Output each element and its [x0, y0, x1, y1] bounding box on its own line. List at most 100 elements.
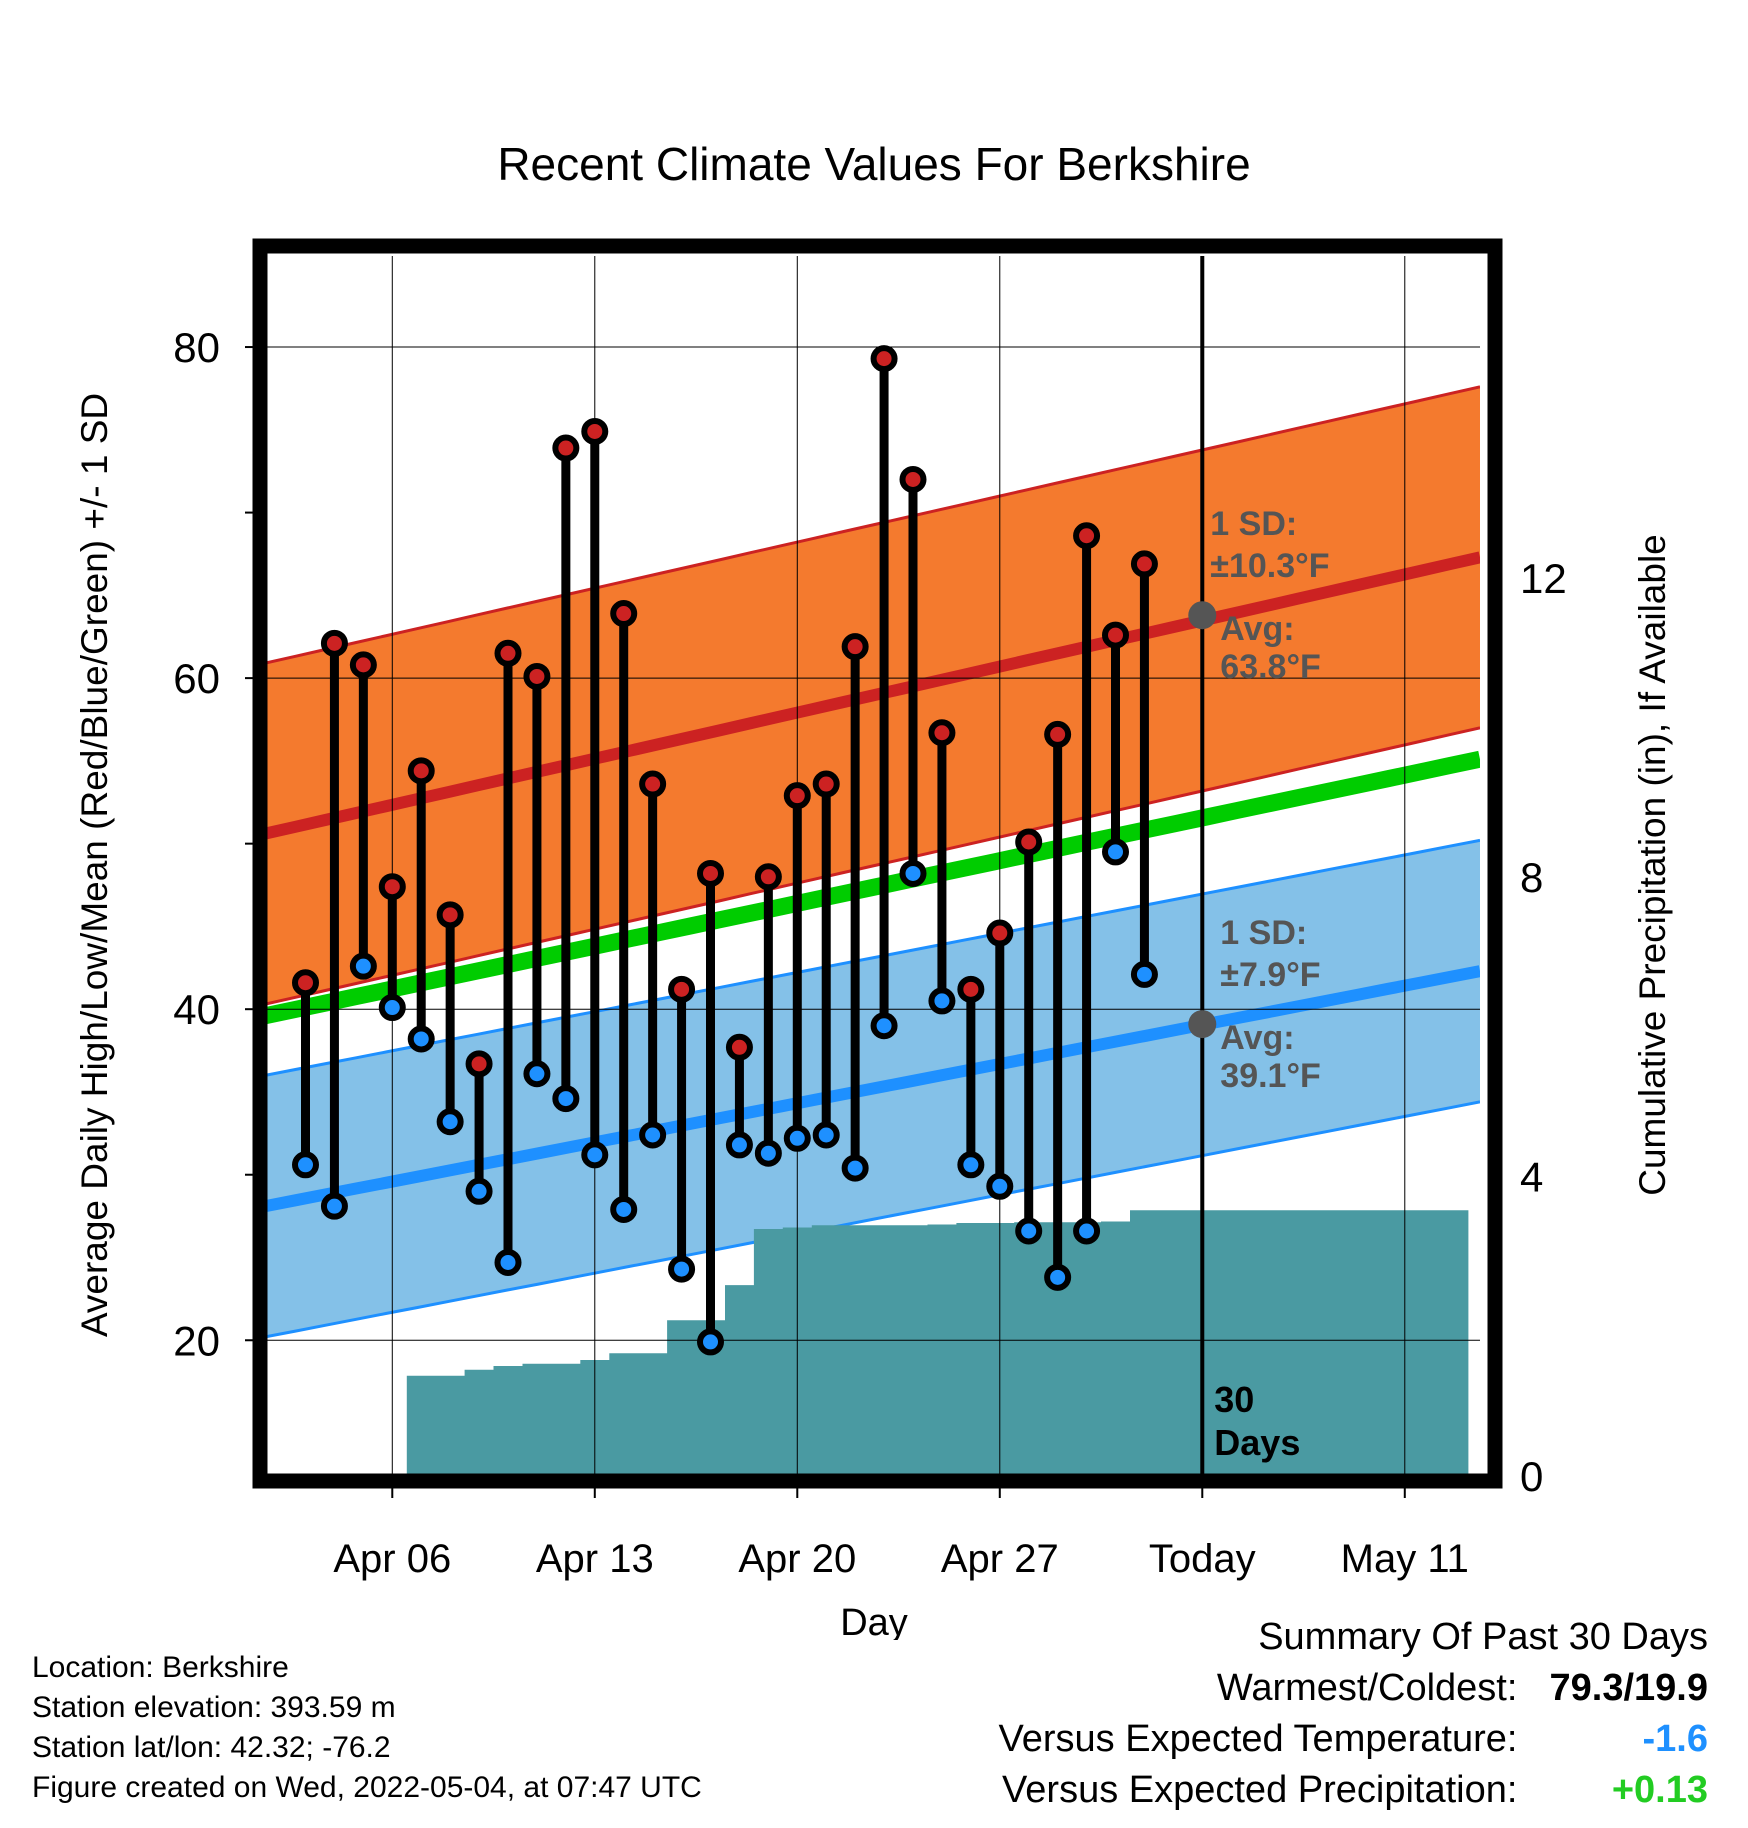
low-avg-label: Avg:: [1220, 1019, 1294, 1057]
y-tick-label: 60: [173, 655, 220, 702]
daily-high-point: [552, 434, 580, 462]
summary-temperature: Versus Expected Temperature: -1.6: [999, 1714, 1708, 1765]
daily-high-point: [870, 345, 898, 373]
y2-tick-label: 8: [1520, 854, 1543, 901]
daily-high-point: [610, 600, 638, 628]
daily-high-point: [812, 770, 840, 798]
daily-low-point: [697, 1328, 724, 1356]
daily-low-point: [783, 1124, 811, 1152]
daily-high-point: [986, 919, 1014, 947]
window-unit-label: Days: [1214, 1422, 1300, 1463]
high-avg-label: Avg:: [1220, 610, 1294, 648]
high-band-upper-edge: [265, 385, 1480, 665]
daily-high-point: [349, 651, 377, 679]
plot-frame: [252, 238, 1503, 1489]
created-text: Figure created on Wed, 2022-05-04, at 07…: [32, 1771, 702, 1804]
y-axis-label: Average Daily High/Low/Mean (Red/Blue/Gr…: [74, 393, 115, 1337]
low-sd-label: 1 SD:: [1220, 914, 1307, 952]
daily-high-point: [841, 633, 869, 661]
y2-axis-label: Cumulative Precipitation (in), If Availa…: [1632, 534, 1673, 1196]
y2-tick-label: 0: [1520, 1453, 1543, 1500]
elevation-text: Station elevation: 393.59 m: [32, 1691, 396, 1724]
daily-low-point: [1102, 838, 1129, 866]
y-tick-label: 20: [173, 1317, 220, 1364]
daily-low-point: [1073, 1217, 1101, 1245]
daily-low-point: [1044, 1263, 1072, 1291]
daily-high-point: [378, 873, 406, 901]
today-avg-high-marker: [1188, 601, 1217, 630]
normal-high-line: [265, 551, 1480, 840]
x-axis-label: Day: [840, 1602, 908, 1640]
chart-title: Recent Climate Values For Berkshire: [497, 138, 1250, 190]
summary-panel: Summary Of Past 30 Days Warmest/Coldest:…: [999, 1612, 1708, 1816]
daily-low-point: [292, 1151, 319, 1179]
daily-low-point: [754, 1139, 782, 1167]
daily-low-point: [465, 1177, 493, 1205]
daily-high-point: [754, 863, 782, 891]
daily-high-point: [928, 719, 956, 747]
x-tick-label: Today: [1149, 1537, 1256, 1581]
daily-high-point: [1044, 720, 1072, 748]
daily-low-point: [523, 1060, 551, 1088]
daily-high-point: [494, 639, 522, 667]
x-tick-label: Apr 20: [738, 1537, 856, 1581]
daily-high-point: [1130, 550, 1158, 578]
precip-departure-value: +0.13: [1611, 1769, 1708, 1811]
daily-high-point: [1015, 828, 1043, 856]
warm-cold-label: Warmest/Coldest:: [1216, 1667, 1518, 1709]
daily-high-point: [465, 1050, 493, 1078]
daily-low-point: [1130, 960, 1158, 988]
summary-warm-cold: Warmest/Coldest: 79.3/19.9: [999, 1663, 1708, 1714]
precip-departure-label: Versus Expected Precipitation:: [1002, 1769, 1518, 1811]
y2-tick-label: 4: [1520, 1154, 1543, 1201]
daily-low-point: [725, 1131, 753, 1159]
daily-low-point: [870, 1012, 898, 1040]
daily-high-point: [407, 757, 435, 785]
daily-high-point: [899, 465, 927, 493]
normal-low-line: [265, 965, 1480, 1213]
daily-low-point: [610, 1195, 638, 1223]
x-tick-label: Apr 27: [941, 1537, 1059, 1581]
high-sd-value: ±10.3°F: [1210, 547, 1329, 585]
climate-chart: Recent Climate Values For Berkshire 2040…: [74, 138, 1673, 1640]
location-text: Location: Berkshire: [32, 1651, 289, 1684]
latlon-text: Station lat/lon: 42.32; -76.2: [32, 1731, 391, 1764]
low-avg-value: 39.1°F: [1220, 1057, 1321, 1095]
low-band-lower-edge: [265, 1100, 1480, 1339]
daily-high-point: [1073, 522, 1101, 550]
precipitation-area: [320, 1210, 1469, 1476]
daily-low-point: [928, 987, 956, 1015]
today-avg-low-marker: [1188, 1010, 1217, 1039]
temp-departure-label: Versus Expected Temperature:: [998, 1718, 1518, 1760]
temp-departure-value: -1.6: [1642, 1718, 1708, 1760]
x-tick-label: Apr 06: [333, 1537, 451, 1581]
daily-low-point: [581, 1141, 609, 1169]
low-band-upper-edge: [265, 838, 1480, 1077]
daily-high-point: [320, 629, 348, 657]
y-tick-label: 80: [173, 324, 220, 371]
daily-low-point: [552, 1085, 580, 1113]
high-avg-value: 63.8°F: [1220, 648, 1321, 686]
daily-high-point: [668, 975, 696, 1003]
daily-high-point: [523, 662, 551, 690]
low-sd-value: ±7.9°F: [1220, 956, 1320, 994]
window-count-label: 30: [1214, 1379, 1254, 1420]
daily-low-point: [841, 1154, 869, 1182]
daily-high-point: [436, 901, 464, 929]
daily-low-point: [407, 1025, 435, 1053]
daily-high-point: [639, 770, 667, 798]
daily-high-point: [292, 969, 319, 997]
daily-low-point: [668, 1255, 696, 1283]
axes: 20 40 60 80 0 4 8 12 Apr 06 Apr 13 Apr 20 Apr 27 Tod…: [173, 238, 1567, 1581]
y-tick-label: 40: [173, 986, 220, 1033]
daily-high-point: [725, 1033, 753, 1061]
daily-low-point: [320, 1192, 348, 1220]
warm-cold-value: 79.3/19.9: [1549, 1667, 1708, 1709]
daily-low-point: [436, 1108, 464, 1136]
daily-high-point: [1102, 621, 1129, 649]
daily-high-point: [581, 417, 609, 445]
daily-low-point: [349, 952, 377, 980]
daily-low-point: [1015, 1217, 1043, 1245]
station-info: Location: Berkshire Station elevation: 3…: [32, 1648, 702, 1808]
